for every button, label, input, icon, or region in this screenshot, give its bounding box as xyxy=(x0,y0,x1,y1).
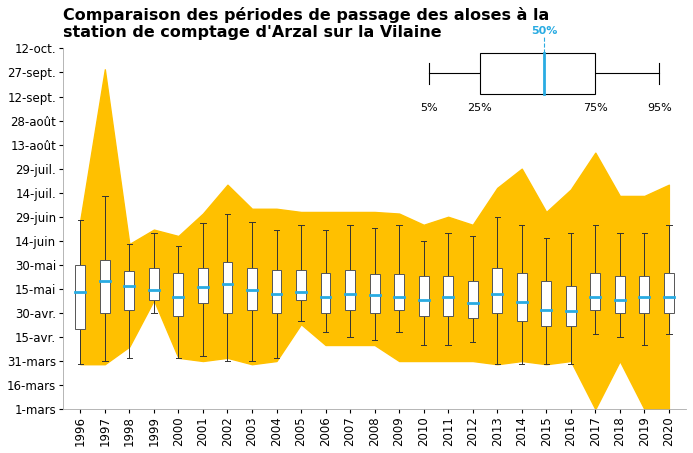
Bar xyxy=(664,273,674,313)
Bar xyxy=(296,270,306,300)
Text: 25%: 25% xyxy=(468,103,492,113)
Bar xyxy=(541,281,551,326)
Bar xyxy=(125,271,134,310)
Bar xyxy=(173,273,184,316)
Bar xyxy=(222,262,232,313)
Bar xyxy=(468,281,477,318)
Bar xyxy=(640,276,649,313)
Bar xyxy=(480,53,595,94)
Bar xyxy=(100,260,109,313)
Bar xyxy=(247,268,257,310)
Bar xyxy=(444,276,453,316)
Bar xyxy=(345,270,355,310)
Bar xyxy=(615,276,625,313)
Bar xyxy=(149,268,159,300)
Bar xyxy=(369,275,380,313)
Bar xyxy=(394,275,404,310)
Bar xyxy=(590,273,600,310)
Text: 95%: 95% xyxy=(647,103,672,113)
Bar xyxy=(198,268,208,304)
Bar xyxy=(419,276,428,316)
Bar xyxy=(76,265,85,329)
Bar xyxy=(517,273,527,321)
Bar xyxy=(492,268,502,313)
Text: 5%: 5% xyxy=(420,103,437,113)
Bar xyxy=(566,286,576,326)
Bar xyxy=(321,273,331,313)
Text: 50%: 50% xyxy=(531,26,557,36)
Text: 75%: 75% xyxy=(583,103,608,113)
Bar xyxy=(272,270,281,313)
Text: Comparaison des périodes de passage des aloses à la
station de comptage d'Arzal : Comparaison des périodes de passage des … xyxy=(63,7,550,40)
